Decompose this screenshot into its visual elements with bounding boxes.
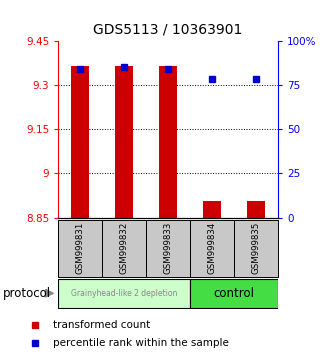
Bar <box>190 279 278 308</box>
Text: percentile rank within the sample: percentile rank within the sample <box>53 338 229 348</box>
Bar <box>72 66 89 218</box>
Bar <box>190 219 234 277</box>
Text: GSM999831: GSM999831 <box>76 222 85 274</box>
Bar <box>147 219 190 277</box>
Text: GSM999832: GSM999832 <box>120 222 129 274</box>
Title: GDS5113 / 10363901: GDS5113 / 10363901 <box>94 23 243 37</box>
Text: Grainyhead-like 2 depletion: Grainyhead-like 2 depletion <box>71 289 177 298</box>
Bar <box>103 219 146 277</box>
Text: GSM999834: GSM999834 <box>207 222 217 274</box>
Text: transformed count: transformed count <box>53 320 151 330</box>
Bar <box>116 66 133 218</box>
Bar <box>59 279 190 308</box>
Bar <box>59 219 102 277</box>
Text: GSM999833: GSM999833 <box>164 222 173 274</box>
Bar <box>203 201 221 218</box>
Text: control: control <box>213 287 255 300</box>
Bar <box>247 201 265 218</box>
Bar <box>160 66 177 218</box>
Text: protocol: protocol <box>3 287 52 299</box>
Bar <box>234 219 278 277</box>
Text: GSM999835: GSM999835 <box>251 222 261 274</box>
